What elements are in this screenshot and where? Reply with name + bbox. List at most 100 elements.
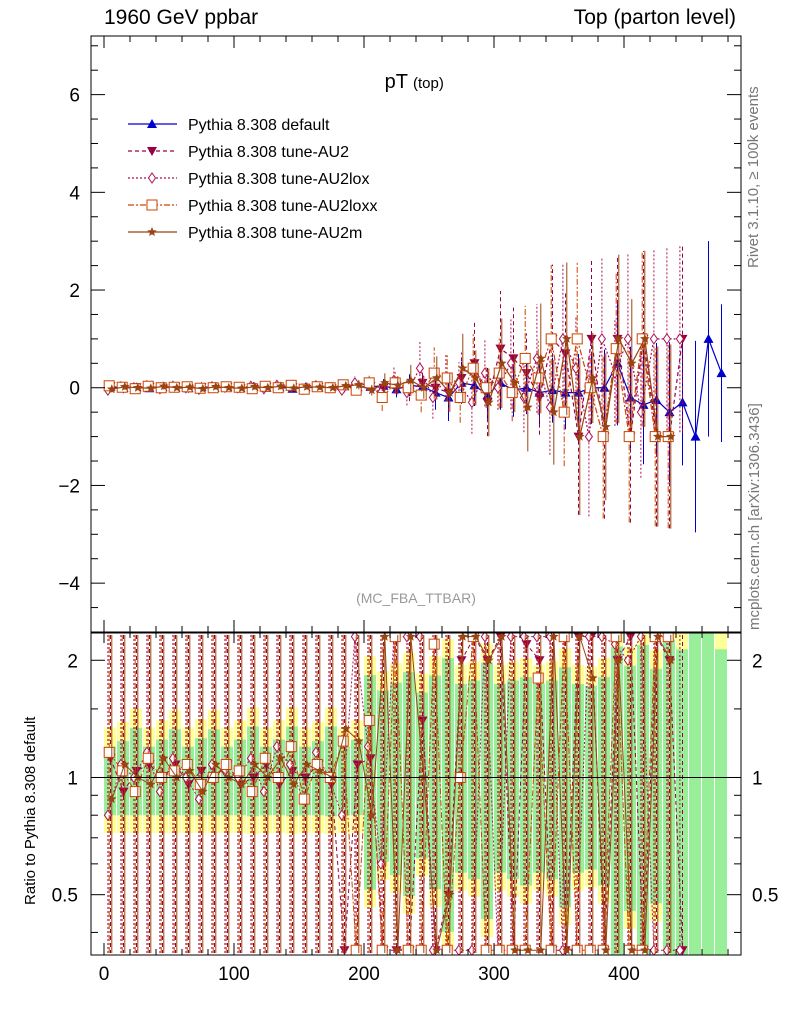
data-point xyxy=(328,382,338,392)
data-point xyxy=(716,368,727,378)
ratio-point xyxy=(562,945,572,955)
data-point xyxy=(467,396,477,409)
ratio-point xyxy=(341,723,351,733)
data-point xyxy=(285,379,297,391)
chart-title-sub: (top) xyxy=(413,75,444,92)
ratio-point xyxy=(523,945,533,955)
data-point xyxy=(653,431,663,441)
ratio-point xyxy=(276,753,286,763)
data-point xyxy=(378,383,389,393)
data-point xyxy=(558,406,570,418)
ratio-point xyxy=(363,715,375,727)
data-point xyxy=(246,383,258,395)
data-point xyxy=(610,343,622,355)
ratio-point xyxy=(352,760,363,770)
ratio-point xyxy=(510,945,520,955)
data-point xyxy=(129,383,141,395)
ratio-point xyxy=(625,633,636,642)
ratio-point xyxy=(142,752,154,764)
data-point xyxy=(402,382,414,394)
ratio-point xyxy=(532,672,544,684)
ratio-point xyxy=(354,736,364,746)
y-tick-label: −2 xyxy=(58,476,80,497)
data-point xyxy=(211,381,221,391)
ratio-point xyxy=(315,765,325,775)
data-point xyxy=(601,421,611,431)
data-point xyxy=(341,380,351,390)
header-right: Top (parton level) xyxy=(573,6,736,29)
data-point xyxy=(597,333,607,345)
ratio-point xyxy=(536,945,546,955)
data-point xyxy=(441,372,453,384)
ratio-y-tick-label-right: 2 xyxy=(752,651,763,672)
data-point xyxy=(588,373,598,382)
series-3 xyxy=(103,251,674,529)
ratio-point xyxy=(339,946,350,955)
ratio-band-inner xyxy=(637,645,649,955)
ratio-point xyxy=(441,944,453,955)
data-point xyxy=(519,352,531,364)
data-point xyxy=(432,373,442,382)
ratio-point xyxy=(103,746,115,758)
data-point xyxy=(302,381,312,391)
y-tick-label: 2 xyxy=(69,281,80,302)
ratio-point xyxy=(484,655,494,665)
x-tick-label: 300 xyxy=(478,964,510,985)
data-point xyxy=(675,333,685,345)
data-point xyxy=(315,382,325,392)
ratio-point xyxy=(211,759,221,769)
data-point xyxy=(545,333,557,345)
data-point xyxy=(454,392,466,404)
ratio-point xyxy=(376,944,388,955)
ratio-point xyxy=(480,944,492,955)
ratio-band-inner xyxy=(715,649,727,955)
ratio-point xyxy=(146,779,156,789)
y-tick-label: −4 xyxy=(58,574,80,595)
ratio-y-tick-label: 2 xyxy=(67,651,78,672)
data-point xyxy=(467,362,479,374)
data-point xyxy=(493,381,503,394)
ratio-point xyxy=(337,735,349,747)
data-point xyxy=(428,391,438,404)
legend: Pythia 8.308 default Pythia 8.308 tune-AU… xyxy=(128,117,377,242)
ratio-point xyxy=(380,633,390,641)
data-point xyxy=(662,333,672,345)
data-point xyxy=(471,373,481,382)
legend-label-3: Pythia 8.308 tune-AU2loxx xyxy=(188,198,377,215)
data-point xyxy=(185,382,195,392)
data-point xyxy=(623,431,635,443)
data-point xyxy=(536,353,546,363)
legend-label-2: Pythia 8.308 tune-AU2lox xyxy=(188,171,369,188)
x-tick-label: 0 xyxy=(99,964,110,985)
ratio-point xyxy=(402,944,414,955)
ratio-point xyxy=(497,633,507,641)
y-tick-label: 0 xyxy=(69,379,80,400)
ratio-point xyxy=(534,656,545,666)
ratio-point xyxy=(601,945,611,955)
data-point xyxy=(623,333,633,345)
data-point xyxy=(521,369,532,379)
ratio-point xyxy=(118,787,129,797)
ratio-y-tick-label-right: 0.5 xyxy=(752,886,778,907)
ratio-point xyxy=(120,759,130,769)
data-point xyxy=(415,389,427,401)
data-point xyxy=(690,431,701,441)
data-point xyxy=(367,385,377,395)
ratio-point xyxy=(575,633,585,641)
legend-label-4: Pythia 8.308 tune-AU2m xyxy=(188,225,362,242)
data-point xyxy=(159,381,169,391)
data-point xyxy=(389,377,401,389)
main-series-group xyxy=(103,241,727,533)
data-point xyxy=(493,367,505,379)
data-point xyxy=(562,333,572,343)
data-point xyxy=(263,382,273,392)
data-point xyxy=(571,333,583,345)
data-point xyxy=(584,430,594,443)
ratio-point xyxy=(159,753,169,763)
ratio-point xyxy=(393,945,403,955)
data-point xyxy=(640,333,650,343)
data-point xyxy=(354,379,364,389)
ratio-point xyxy=(417,716,428,726)
ratio-point xyxy=(233,765,245,777)
legend-marker xyxy=(147,172,157,184)
